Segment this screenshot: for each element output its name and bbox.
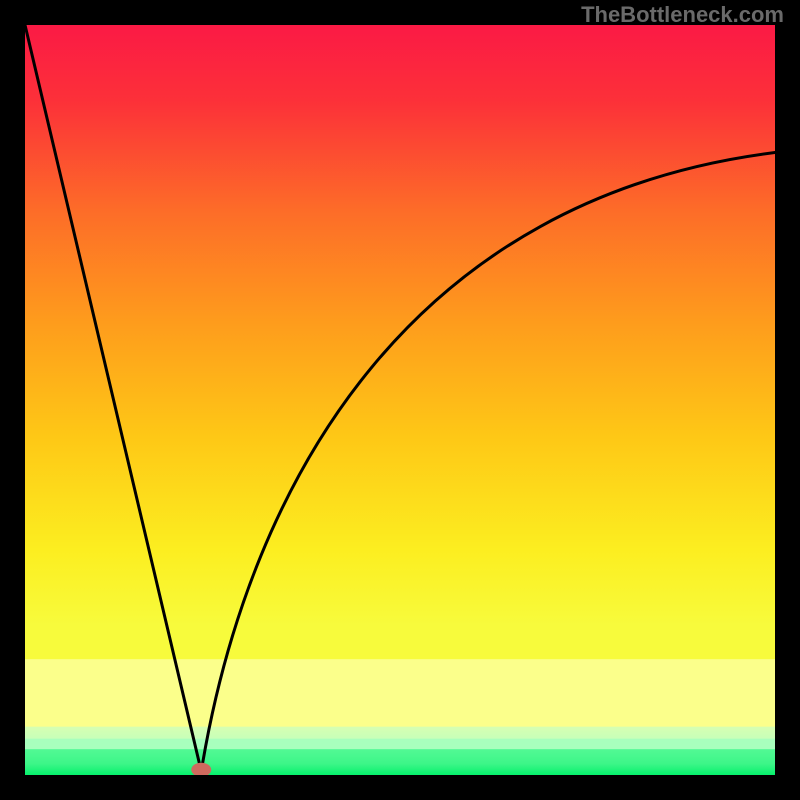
watermark-text: TheBottleneck.com <box>581 2 784 28</box>
gradient-background <box>25 25 775 775</box>
chart-svg <box>25 25 775 775</box>
chart-frame: TheBottleneck.com <box>0 0 800 800</box>
plot-area <box>25 25 775 775</box>
